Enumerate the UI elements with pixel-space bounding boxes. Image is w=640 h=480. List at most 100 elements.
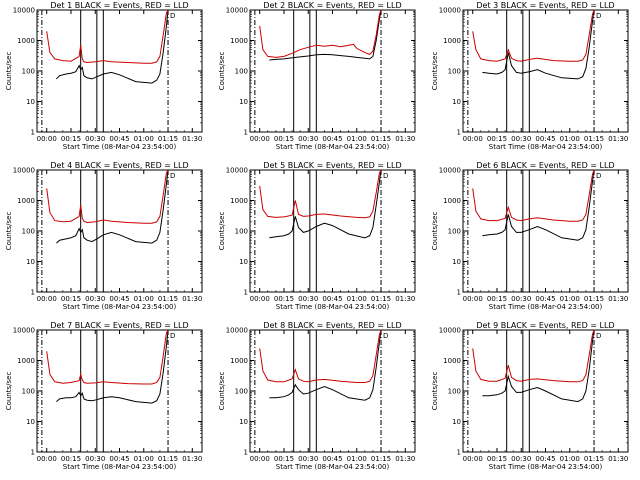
x-tick-label: 00:15	[487, 135, 507, 143]
y-tick-label: 1000	[443, 357, 461, 365]
panel-title: Det 5 BLACK = Events, RED = LLD	[263, 161, 401, 170]
x-tick-label: 01:30	[608, 135, 628, 143]
x-tick-label: 01:15	[584, 135, 604, 143]
y-tick-label: 10000	[13, 7, 35, 15]
plot-frame	[462, 9, 629, 133]
x-tick-label: 00:00	[37, 455, 57, 463]
x-tick-label: 01:15	[584, 455, 604, 463]
panel-det-6: Det 6 BLACK = Events, RED = LLD 1 10 100 100…	[431, 161, 629, 311]
y-tick-label: 10000	[226, 7, 248, 15]
x-tick-label: 00:45	[109, 295, 129, 303]
x-tick-label: 00:00	[250, 455, 270, 463]
series-lld-line	[472, 330, 595, 383]
x-tick-label: 00:30	[511, 455, 531, 463]
x-axis-label: Start Time (08-Mar-04 23:54:00)	[63, 143, 177, 151]
x-tick-label: 00:15	[274, 295, 294, 303]
x-tick-label: 01:30	[395, 135, 415, 143]
series-lld-line	[472, 170, 595, 222]
x-tick-label: 00:00	[250, 295, 270, 303]
series-lld-line	[259, 10, 382, 58]
y-tick-label: 1000	[17, 37, 35, 45]
annotation-label: D	[596, 332, 601, 340]
x-tick-label: 01:15	[584, 295, 604, 303]
y-tick-label: 1	[457, 449, 461, 457]
y-tick-label: 100	[235, 228, 248, 236]
y-tick-label: 10	[26, 98, 35, 106]
panel-det-3: Det 3 BLACK = Events, RED = LLD 1 10 100 100…	[431, 1, 629, 151]
y-tick-label: 10	[452, 258, 461, 266]
panel-title: Det 8 BLACK = Events, RED = LLD	[263, 321, 401, 330]
x-tick-label: 00:30	[85, 295, 105, 303]
y-tick-label: 10	[26, 418, 35, 426]
y-tick-label: 1	[244, 449, 248, 457]
x-tick-label: 00:30	[511, 135, 531, 143]
y-tick-label: 10	[452, 98, 461, 106]
x-tick-label: 00:30	[85, 135, 105, 143]
series-events-line	[482, 330, 595, 403]
y-tick-label: 10000	[439, 327, 461, 335]
x-tick-label: 01:00	[560, 135, 580, 143]
x-tick-label: 00:30	[298, 455, 318, 463]
x-tick-label: 01:00	[347, 135, 367, 143]
y-axis-label: Counts/sec	[218, 212, 226, 251]
x-axis-label: Start Time (08-Mar-04 23:54:00)	[276, 463, 390, 471]
x-tick-label: 01:30	[395, 295, 415, 303]
x-axis-label: Start Time (08-Mar-04 23:54:00)	[63, 463, 177, 471]
y-tick-label: 100	[235, 388, 248, 396]
x-tick-label: 00:15	[61, 455, 81, 463]
annotation-label: D	[170, 12, 175, 20]
x-tick-label: 01:00	[560, 455, 580, 463]
y-tick-label: 1	[244, 289, 248, 297]
series-events-line	[56, 170, 169, 244]
plot-frame	[36, 9, 203, 133]
panel-det-7: Det 7 BLACK = Events, RED = LLD 1 10 100 100…	[5, 321, 203, 471]
x-tick-label: 00:15	[274, 455, 294, 463]
x-tick-label: 01:30	[182, 295, 202, 303]
panel-det-2: Det 2 BLACK = Events, RED = LLD 1 10 100 100…	[218, 1, 416, 151]
series-lld-line	[472, 10, 595, 62]
x-tick-label: 01:30	[608, 455, 628, 463]
x-tick-label: 00:45	[535, 135, 555, 143]
panel-det-1: Det 1 BLACK = Events, RED = LLD 1 10 100 100…	[5, 1, 203, 151]
x-tick-label: 00:45	[322, 455, 342, 463]
x-tick-label: 00:45	[535, 455, 555, 463]
series-events-line	[56, 330, 169, 404]
x-tick-label: 00:45	[109, 455, 129, 463]
y-tick-label: 10000	[226, 327, 248, 335]
x-axis-label: Start Time (08-Mar-04 23:54:00)	[489, 143, 603, 151]
series-lld-line	[46, 170, 169, 224]
y-tick-label: 10	[239, 98, 248, 106]
plot-frame	[36, 169, 203, 293]
y-tick-label: 1000	[230, 357, 248, 365]
series-events-line	[482, 10, 595, 80]
annotation-label: D	[596, 172, 601, 180]
y-tick-label: 10000	[226, 167, 248, 175]
y-tick-label: 10	[452, 418, 461, 426]
y-tick-label: 100	[235, 68, 248, 76]
annotation-label: D	[383, 12, 388, 20]
x-tick-label: 00:45	[322, 135, 342, 143]
y-tick-label: 100	[22, 68, 35, 76]
y-tick-label: 100	[22, 228, 35, 236]
annotation-label: D	[170, 332, 175, 340]
panel-det-8: Det 8 BLACK = Events, RED = LLD 1 10 100 100…	[218, 321, 416, 471]
y-tick-label: 1000	[230, 197, 248, 205]
x-tick-label: 00:15	[487, 295, 507, 303]
annotation-label: D	[596, 12, 601, 20]
x-tick-label: 01:30	[182, 455, 202, 463]
y-tick-label: 100	[448, 388, 461, 396]
y-axis-label: Counts/sec	[218, 52, 226, 91]
x-tick-label: 01:00	[560, 295, 580, 303]
series-lld-line	[259, 330, 382, 383]
y-tick-label: 10	[239, 258, 248, 266]
x-tick-label: 01:15	[371, 455, 391, 463]
x-tick-label: 01:15	[158, 135, 178, 143]
y-tick-label: 10000	[13, 167, 35, 175]
x-axis-label: Start Time (08-Mar-04 23:54:00)	[489, 463, 603, 471]
series-events-line	[269, 330, 382, 401]
series-lld-line	[259, 170, 382, 219]
y-tick-label: 10000	[13, 327, 35, 335]
x-tick-label: 01:00	[347, 295, 367, 303]
x-tick-label: 01:00	[347, 455, 367, 463]
